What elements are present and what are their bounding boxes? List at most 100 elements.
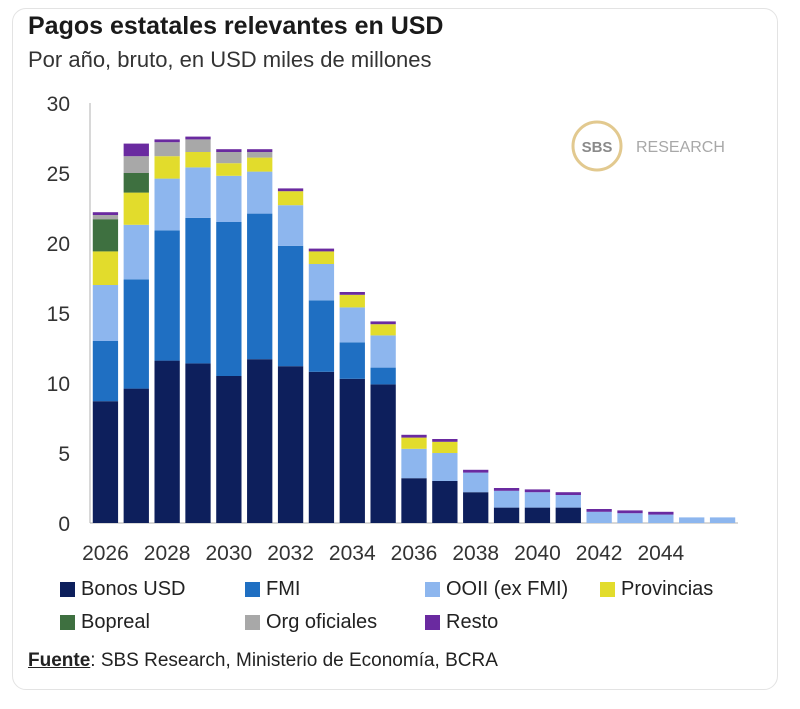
- source-text: : SBS Research, Ministerio de Economía, …: [90, 650, 498, 671]
- bar-segment-ooii-ex-fmi-: [432, 453, 458, 481]
- legend-item-org-oficiales: Org oficiales: [245, 611, 377, 634]
- bar-segment-org-oficiales: [123, 156, 149, 173]
- legend-swatch: [600, 582, 615, 597]
- legend-item-bonos-usd: Bonos USD: [60, 578, 186, 601]
- x-tick-label: 2026: [82, 542, 129, 565]
- x-tick-label: 2034: [329, 542, 376, 565]
- bar-segment-resto: [586, 509, 612, 512]
- bar-segment-provincias: [401, 437, 427, 449]
- legend-swatch: [60, 582, 75, 597]
- bar-segment-ooii-ex-fmi-: [308, 264, 335, 301]
- bar-segment-resto: [216, 149, 242, 152]
- y-tick-label: 20: [47, 233, 70, 256]
- bar-segment-bonos-usd: [524, 507, 551, 523]
- y-tick-label: 30: [47, 93, 70, 116]
- bar-segment-ooii-ex-fmi-: [247, 171, 273, 214]
- bar-segment-bonos-usd: [370, 384, 396, 523]
- y-tick-label: 25: [47, 163, 70, 186]
- y-tick-label: 0: [58, 513, 70, 536]
- bar-segment-fmi: [185, 217, 211, 364]
- legend-label: Resto: [446, 611, 499, 633]
- x-tick-label: 2028: [144, 542, 191, 565]
- bar-segment-bonos-usd: [493, 507, 520, 523]
- bar-segment-resto: [185, 136, 211, 140]
- bar-segment-org-oficiales: [154, 142, 180, 157]
- bar-segment-bonos-usd: [154, 360, 180, 523]
- legend-item-ooii-ex-fmi-: OOII (ex FMI): [425, 578, 568, 601]
- bar-segment-provincias: [185, 152, 211, 168]
- bar-segment-provincias: [123, 192, 149, 225]
- legend-label: Bonos USD: [81, 578, 186, 600]
- bar-segment-resto: [432, 439, 458, 442]
- bar-segment-resto: [123, 143, 149, 157]
- bar-segment-resto: [524, 489, 551, 493]
- legend-item-bopreal: Bopreal: [60, 611, 150, 634]
- bar-segment-provincias: [92, 251, 119, 285]
- source-note: Fuente: SBS Research, Ministerio de Econ…: [28, 650, 498, 672]
- bar-segment-ooii-ex-fmi-: [154, 178, 180, 231]
- bar-segment-resto: [401, 434, 427, 438]
- bar-segment-bonos-usd: [277, 366, 304, 523]
- x-tick-label: 2040: [514, 542, 561, 565]
- legend-item-fmi: FMI: [245, 578, 300, 601]
- bar-segment-bonos-usd: [308, 371, 335, 523]
- bar-segment-fmi: [247, 213, 273, 360]
- legend-swatch: [425, 615, 440, 630]
- bar-segment-fmi: [92, 341, 119, 402]
- bar-segment-bonos-usd: [216, 376, 242, 523]
- x-tick-label: 2042: [576, 542, 623, 565]
- bar-segment-bonos-usd: [123, 388, 149, 523]
- bar-segment-ooii-ex-fmi-: [524, 492, 551, 508]
- bar-segment-org-oficiales: [185, 139, 211, 152]
- legend-label: Org oficiales: [266, 611, 378, 633]
- legend-swatch: [425, 582, 440, 597]
- bar-segment-ooii-ex-fmi-: [555, 495, 581, 508]
- y-tick-label: 10: [47, 373, 70, 396]
- legend-swatch: [245, 615, 260, 630]
- bar-segment-resto: [154, 139, 180, 143]
- bar-segment-ooii-ex-fmi-: [709, 517, 736, 523]
- bar-segment-org-oficiales: [247, 152, 273, 158]
- x-tick-label: 2036: [391, 542, 438, 565]
- chart-subtitle: Por año, bruto, en USD miles de millones: [28, 47, 432, 72]
- bar-segment-bopreal: [123, 173, 149, 193]
- bar-segment-resto: [339, 292, 365, 295]
- bar-segment-bopreal: [92, 219, 119, 252]
- bar-segment-resto: [648, 511, 674, 515]
- bar-segment-resto: [617, 510, 643, 514]
- bar-segment-provincias: [247, 157, 273, 172]
- bar-segment-org-oficiales: [92, 215, 119, 220]
- bar-segment-ooii-ex-fmi-: [679, 517, 705, 523]
- legend-label: Provincias: [621, 578, 714, 600]
- bar-segment-ooii-ex-fmi-: [123, 224, 149, 280]
- bar-segment-resto: [370, 321, 396, 325]
- legend-label: OOII (ex FMI): [446, 578, 569, 600]
- bar-segment-resto: [463, 469, 489, 473]
- bar-segment-ooii-ex-fmi-: [586, 511, 612, 523]
- legend-label: Bopreal: [81, 611, 150, 633]
- bar-segment-resto: [247, 149, 273, 152]
- y-tick-label: 15: [47, 303, 70, 326]
- bar-segment-ooii-ex-fmi-: [339, 307, 365, 343]
- x-tick-label: 2038: [452, 542, 499, 565]
- chart-title: Pagos estatales relevantes en USD: [28, 12, 444, 40]
- bar-segment-bonos-usd: [463, 492, 489, 523]
- legend-item-resto: Resto: [425, 611, 498, 634]
- y-tick-label: 5: [58, 443, 70, 466]
- bar-segment-bonos-usd: [401, 478, 427, 523]
- bar-segment-bonos-usd: [555, 507, 581, 523]
- bar-segment-bonos-usd: [432, 481, 458, 523]
- bar-segment-resto: [308, 248, 335, 252]
- bar-segment-fmi: [277, 245, 304, 367]
- bar-segment-provincias: [370, 324, 396, 336]
- bar-segment-resto: [92, 212, 119, 215]
- bar-segment-fmi: [370, 367, 396, 385]
- bar-segment-ooii-ex-fmi-: [185, 167, 211, 218]
- bar-segment-provincias: [154, 156, 180, 179]
- x-tick-label: 2030: [206, 542, 253, 565]
- legend-swatch: [245, 582, 260, 597]
- x-tick-label: 2044: [638, 542, 685, 565]
- bar-segment-ooii-ex-fmi-: [277, 205, 304, 246]
- bar-segment-fmi: [339, 342, 365, 379]
